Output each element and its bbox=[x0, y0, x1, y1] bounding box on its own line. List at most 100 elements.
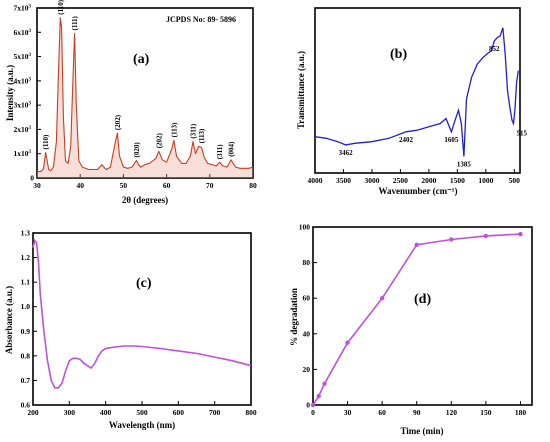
x-tick-label: 40 bbox=[76, 181, 84, 190]
panel-d-ylabel: % degradation bbox=[289, 288, 299, 346]
x-tick-label: 1500 bbox=[450, 176, 465, 185]
x-tick-label: 1000 bbox=[478, 176, 493, 185]
y-tick-label: 0.9 bbox=[21, 327, 31, 336]
panel-a-jcpds-annotation: JCPDS No: 89- 5896 bbox=[166, 15, 236, 24]
data-point bbox=[322, 381, 327, 386]
data-point bbox=[345, 340, 350, 345]
panel-c: 200 300 400 500 600 700 800 0.6 0.7 0.8 0.9 1.0 1.1 1… bbox=[4, 229, 257, 431]
panel-a: 30 40 50 60 70 80 0 1x103 2x103 3x103 4x103 5x103 6x… bbox=[5, 0, 257, 205]
y-tick-label: 1.2 bbox=[21, 253, 31, 262]
peak-label: (110) bbox=[57, 0, 65, 15]
y-tick-label: 6x103 bbox=[14, 28, 32, 37]
x-tick-label: 120 bbox=[446, 408, 458, 417]
panel-a-plot-frame bbox=[36, 7, 254, 179]
data-point bbox=[449, 237, 454, 242]
x-tick-label: 500 bbox=[136, 408, 148, 417]
peak-label: (311) bbox=[216, 144, 224, 159]
x-tick-label: 30 bbox=[344, 408, 352, 417]
panel-a-xlabel: 2θ (degrees) bbox=[122, 195, 168, 205]
x-tick-label: 180 bbox=[515, 408, 527, 417]
y-tick-label: 0.8 bbox=[21, 351, 31, 360]
panel-c-ylabel: Absorbance (a.u.) bbox=[4, 286, 14, 354]
panel-b-peak-labels: 3462 2402 1605 1385 852 515 bbox=[339, 45, 528, 169]
panel-d-ticks: 0 30 60 90 120 150 180 0 20 40 60 80 100 bbox=[299, 223, 527, 418]
panel-b-ylabel: Transmittance (a.u.) bbox=[296, 51, 306, 129]
x-tick-label: 2000 bbox=[421, 176, 436, 185]
x-tick-label: 800 bbox=[245, 408, 257, 417]
x-tick-label: 300 bbox=[64, 408, 76, 417]
y-tick-label: 0.7 bbox=[21, 376, 31, 385]
panel-d-plot-frame bbox=[312, 226, 533, 406]
x-tick-label: 70 bbox=[206, 181, 214, 190]
x-tick-label: 150 bbox=[480, 408, 492, 417]
x-tick-label: 4000 bbox=[308, 176, 323, 185]
panel-a-xrd-line bbox=[36, 17, 254, 173]
x-tick-label: 60 bbox=[378, 408, 386, 417]
y-tick-label: 100 bbox=[299, 223, 311, 232]
panel-d-markers bbox=[310, 231, 523, 408]
x-tick-label: 30 bbox=[33, 181, 41, 190]
data-point bbox=[483, 233, 489, 239]
x-tick-label: 3000 bbox=[364, 176, 379, 185]
y-tick-label: 1.1 bbox=[21, 278, 31, 287]
panel-b-plot-frame bbox=[314, 7, 521, 174]
y-tick-label: 1.0 bbox=[21, 302, 31, 311]
x-tick-label: 90 bbox=[413, 408, 421, 417]
panel-b-label: (b) bbox=[390, 47, 407, 62]
peak-label: (020) bbox=[133, 142, 141, 158]
panel-b: 4000 3500 3000 2500 2000 1500 1000 500 3462 2402… bbox=[296, 7, 528, 196]
panel-b-xlabel: Wavenumber (cm⁻¹) bbox=[378, 186, 457, 196]
peak-label: 515 bbox=[516, 130, 527, 138]
peak-label: (202) bbox=[155, 132, 163, 148]
peak-label: (202) bbox=[114, 114, 122, 130]
peak-label: 1385 bbox=[457, 161, 472, 169]
peak-label: (113) bbox=[170, 122, 178, 137]
panel-b-ticks: 4000 3500 3000 2500 2000 1500 1000 500 bbox=[308, 169, 521, 185]
panel-d-degradation-line bbox=[312, 233, 521, 406]
peak-label: 852 bbox=[489, 45, 500, 53]
y-tick-label: 1x103 bbox=[14, 149, 32, 158]
panel-c-plot-frame bbox=[32, 232, 252, 406]
peak-label: (110) bbox=[42, 134, 50, 149]
y-tick-label: 3x103 bbox=[14, 101, 32, 110]
panel-c-xlabel: Wavelength (nm) bbox=[109, 420, 175, 430]
x-tick-label: 0 bbox=[311, 408, 315, 417]
y-tick-label: 5x103 bbox=[14, 52, 32, 61]
peak-label: 2402 bbox=[399, 136, 414, 144]
panel-a-ticks: 30 40 50 60 70 80 0 1x103 2x103 3x103 4x103 5x103 6x… bbox=[14, 4, 258, 191]
panel-a-ylabel: Intensity (a.u.) bbox=[5, 65, 15, 121]
panel-c-ticks: 200 300 400 500 600 700 800 0.6 0.7 0.8 0.9 1.0 1.1 1… bbox=[21, 229, 257, 418]
x-tick-label: 500 bbox=[509, 176, 521, 185]
y-tick-label: 60 bbox=[303, 294, 311, 303]
data-point bbox=[414, 242, 419, 247]
peak-label: (111) bbox=[71, 15, 79, 30]
y-tick-label: 4x103 bbox=[14, 76, 32, 85]
panel-a-area bbox=[37, 17, 253, 179]
panel-d: 0 30 60 90 120 150 180 0 20 40 60 80 100 (d) Time (m… bbox=[289, 223, 533, 436]
y-tick-label: 7x103 bbox=[14, 4, 32, 13]
x-tick-label: 400 bbox=[100, 408, 112, 417]
x-tick-label: 600 bbox=[173, 408, 185, 417]
peak-label: 1605 bbox=[444, 136, 459, 144]
x-tick-label: 2500 bbox=[393, 176, 408, 185]
data-point bbox=[316, 393, 321, 399]
x-tick-label: 200 bbox=[27, 408, 39, 417]
x-tick-label: 50 bbox=[120, 181, 128, 190]
panel-c-label: (c) bbox=[136, 276, 152, 291]
x-tick-label: 80 bbox=[249, 181, 257, 190]
x-tick-label: 60 bbox=[163, 181, 171, 190]
y-tick-label: 40 bbox=[303, 329, 311, 338]
panel-d-label: (d) bbox=[414, 292, 431, 307]
y-tick-label: 2x103 bbox=[14, 125, 32, 134]
y-tick-label: 0.6 bbox=[21, 401, 31, 410]
peak-label: (004) bbox=[227, 141, 235, 157]
y-tick-label: 1.3 bbox=[21, 229, 31, 238]
y-tick-label: 20 bbox=[303, 365, 311, 374]
x-tick-label: 700 bbox=[209, 408, 221, 417]
peak-label: (311) bbox=[189, 123, 197, 138]
panel-a-label: (a) bbox=[133, 52, 150, 67]
panel-a-peak-labels: (110) (110) (111) (202) (020) (202) (113) (311)… bbox=[42, 0, 235, 159]
panel-d-xlabel: Time (min) bbox=[400, 426, 443, 436]
y-tick-label: 80 bbox=[303, 258, 311, 267]
